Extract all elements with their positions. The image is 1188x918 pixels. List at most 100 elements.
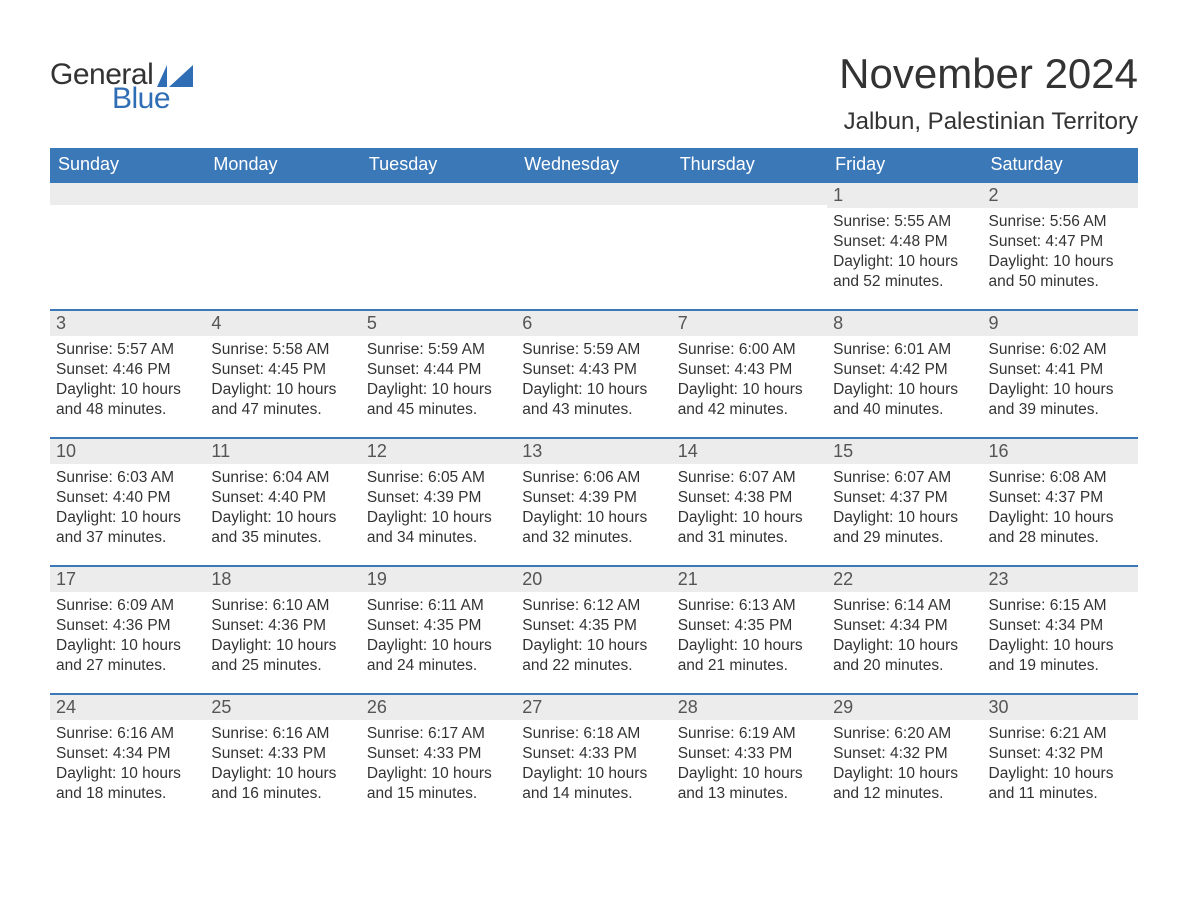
sunset-line: Sunset: 4:34 PM — [989, 616, 1132, 636]
sunrise-line: Sunrise: 5:58 AM — [211, 340, 354, 360]
calendar-cell: 25Sunrise: 6:16 AMSunset: 4:33 PMDayligh… — [205, 693, 360, 821]
sunrise-line: Sunrise: 6:16 AM — [211, 724, 354, 744]
day-number: 24 — [50, 695, 205, 720]
day-number: 27 — [516, 695, 671, 720]
day-number: 12 — [361, 439, 516, 464]
daylight-line: Daylight: 10 hours and 34 minutes. — [367, 508, 510, 548]
calendar-cell: 23Sunrise: 6:15 AMSunset: 4:34 PMDayligh… — [983, 565, 1138, 693]
sunrise-line: Sunrise: 6:16 AM — [56, 724, 199, 744]
sunset-line: Sunset: 4:47 PM — [989, 232, 1132, 252]
sunrise-line: Sunrise: 6:00 AM — [678, 340, 821, 360]
day-details: Sunrise: 6:02 AMSunset: 4:41 PMDaylight:… — [983, 336, 1138, 425]
daylight-line: Daylight: 10 hours and 25 minutes. — [211, 636, 354, 676]
sunset-line: Sunset: 4:36 PM — [211, 616, 354, 636]
sunset-line: Sunset: 4:48 PM — [833, 232, 976, 252]
day-details: Sunrise: 6:20 AMSunset: 4:32 PMDaylight:… — [827, 720, 982, 809]
calendar-row: 3Sunrise: 5:57 AMSunset: 4:46 PMDaylight… — [50, 309, 1138, 437]
daylight-line: Daylight: 10 hours and 37 minutes. — [56, 508, 199, 548]
daylight-line: Daylight: 10 hours and 14 minutes. — [522, 764, 665, 804]
empty-cell — [50, 181, 205, 205]
daylight-line: Daylight: 10 hours and 15 minutes. — [367, 764, 510, 804]
sunset-line: Sunset: 4:44 PM — [367, 360, 510, 380]
daylight-line: Daylight: 10 hours and 16 minutes. — [211, 764, 354, 804]
logo: General Blue — [50, 50, 193, 116]
calendar-cell: 3Sunrise: 5:57 AMSunset: 4:46 PMDaylight… — [50, 309, 205, 437]
sunset-line: Sunset: 4:33 PM — [522, 744, 665, 764]
daylight-line: Daylight: 10 hours and 43 minutes. — [522, 380, 665, 420]
sunset-line: Sunset: 4:35 PM — [678, 616, 821, 636]
day-details: Sunrise: 6:08 AMSunset: 4:37 PMDaylight:… — [983, 464, 1138, 553]
daylight-line: Daylight: 10 hours and 52 minutes. — [833, 252, 976, 292]
calendar-cell: 17Sunrise: 6:09 AMSunset: 4:36 PMDayligh… — [50, 565, 205, 693]
day-number: 2 — [983, 183, 1138, 208]
day-details: Sunrise: 5:59 AMSunset: 4:43 PMDaylight:… — [516, 336, 671, 425]
day-details: Sunrise: 6:16 AMSunset: 4:33 PMDaylight:… — [205, 720, 360, 809]
calendar-cell: 2Sunrise: 5:56 AMSunset: 4:47 PMDaylight… — [983, 181, 1138, 309]
sunset-line: Sunset: 4:37 PM — [833, 488, 976, 508]
daylight-line: Daylight: 10 hours and 13 minutes. — [678, 764, 821, 804]
location: Jalbun, Palestinian Territory — [839, 108, 1138, 136]
calendar-cell: 12 Sunrise: 6:05 AMSunset: 4:39 PMDayligh… — [361, 437, 516, 565]
sunrise-line: Sunrise: 6:05 AM — [367, 468, 510, 488]
daylight-line: Daylight: 10 hours and 47 minutes. — [211, 380, 354, 420]
sunset-line: Sunset: 4:39 PM — [367, 488, 510, 508]
day-number: 15 — [827, 439, 982, 464]
calendar-cell: 30Sunrise: 6:21 AMSunset: 4:32 PMDayligh… — [983, 693, 1138, 821]
daylight-line: Daylight: 10 hours and 20 minutes. — [833, 636, 976, 676]
day-number: 26 — [361, 695, 516, 720]
daylight-line: Daylight: 10 hours and 45 minutes. — [367, 380, 510, 420]
day-details: Sunrise: 5:58 AMSunset: 4:45 PMDaylight:… — [205, 336, 360, 425]
day-details: Sunrise: 5:59 AMSunset: 4:44 PMDaylight:… — [361, 336, 516, 425]
day-number: 7 — [672, 311, 827, 336]
sunrise-line: Sunrise: 6:07 AM — [833, 468, 976, 488]
calendar-cell: 7Sunrise: 6:00 AMSunset: 4:43 PMDaylight… — [672, 309, 827, 437]
daylight-line: Daylight: 10 hours and 11 minutes. — [989, 764, 1132, 804]
calendar-cell: 20Sunrise: 6:12 AMSunset: 4:35 PMDayligh… — [516, 565, 671, 693]
calendar-cell: 15 Sunrise: 6:07 AMSunset: 4:37 PMDayligh… — [827, 437, 982, 565]
calendar-cell: 21Sunrise: 6:13 AMSunset: 4:35 PMDayligh… — [672, 565, 827, 693]
calendar-cell: 9Sunrise: 6:02 AMSunset: 4:41 PMDaylight… — [983, 309, 1138, 437]
weekday-header-row: SundayMondayTuesdayWednesdayThursdayFrid… — [50, 148, 1138, 181]
sunset-line: Sunset: 4:45 PM — [211, 360, 354, 380]
sunrise-line: Sunrise: 6:18 AM — [522, 724, 665, 744]
day-number: 10 — [50, 439, 205, 464]
month-title: November 2024 — [839, 50, 1138, 98]
weekday-header: Wednesday — [516, 148, 671, 181]
sunrise-line: Sunrise: 6:04 AM — [211, 468, 354, 488]
day-number: 25 — [205, 695, 360, 720]
sunrise-line: Sunrise: 6:20 AM — [833, 724, 976, 744]
day-number: 8 — [827, 311, 982, 336]
calendar-cell: 6Sunrise: 5:59 AMSunset: 4:43 PMDaylight… — [516, 309, 671, 437]
sunrise-line: Sunrise: 5:57 AM — [56, 340, 199, 360]
day-number: 16 — [983, 439, 1138, 464]
sunrise-line: Sunrise: 6:07 AM — [678, 468, 821, 488]
daylight-line: Daylight: 10 hours and 21 minutes. — [678, 636, 821, 676]
day-number: 30 — [983, 695, 1138, 720]
sunrise-line: Sunrise: 6:15 AM — [989, 596, 1132, 616]
empty-cell — [516, 181, 671, 205]
calendar-cell: 11Sunrise: 6:04 AMSunset: 4:40 PMDayligh… — [205, 437, 360, 565]
sunrise-line: Sunrise: 6:13 AM — [678, 596, 821, 616]
day-number: 28 — [672, 695, 827, 720]
daylight-line: Daylight: 10 hours and 50 minutes. — [989, 252, 1132, 292]
title-block: November 2024 Jalbun, Palestinian Territ… — [839, 50, 1138, 136]
calendar-row: 1Sunrise: 5:55 AMSunset: 4:48 PMDaylight… — [50, 181, 1138, 309]
day-details: Sunrise: 6:17 AMSunset: 4:33 PMDaylight:… — [361, 720, 516, 809]
daylight-line: Daylight: 10 hours and 29 minutes. — [833, 508, 976, 548]
calendar-cell: 24Sunrise: 6:16 AMSunset: 4:34 PMDayligh… — [50, 693, 205, 821]
day-number: 20 — [516, 567, 671, 592]
sunset-line: Sunset: 4:33 PM — [678, 744, 821, 764]
calendar-cell — [516, 181, 671, 309]
day-details: Sunrise: 6:16 AMSunset: 4:34 PMDaylight:… — [50, 720, 205, 809]
daylight-line: Daylight: 10 hours and 24 minutes. — [367, 636, 510, 676]
day-details: Sunrise: 6:10 AMSunset: 4:36 PMDaylight:… — [205, 592, 360, 681]
sunset-line: Sunset: 4:36 PM — [56, 616, 199, 636]
sunset-line: Sunset: 4:32 PM — [833, 744, 976, 764]
calendar-cell: 5Sunrise: 5:59 AMSunset: 4:44 PMDaylight… — [361, 309, 516, 437]
calendar-cell: 4Sunrise: 5:58 AMSunset: 4:45 PMDaylight… — [205, 309, 360, 437]
calendar-cell — [205, 181, 360, 309]
calendar-cell: 26Sunrise: 6:17 AMSunset: 4:33 PMDayligh… — [361, 693, 516, 821]
daylight-line: Daylight: 10 hours and 32 minutes. — [522, 508, 665, 548]
sunrise-line: Sunrise: 6:10 AM — [211, 596, 354, 616]
sunrise-line: Sunrise: 6:11 AM — [367, 596, 510, 616]
